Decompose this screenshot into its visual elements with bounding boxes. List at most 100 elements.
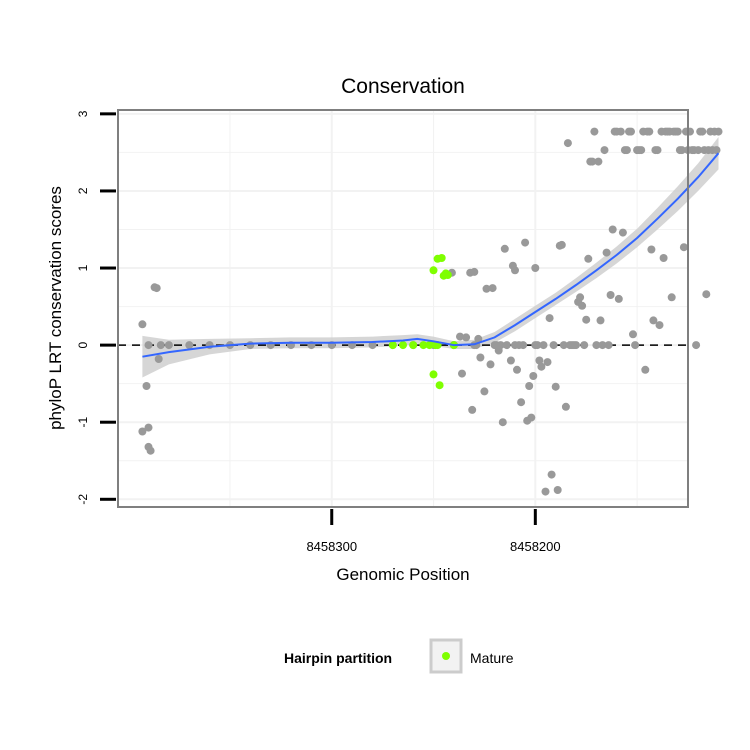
data-point <box>641 365 650 374</box>
data-point <box>584 254 593 263</box>
mature-point <box>419 341 428 350</box>
y-tick-label: 0 <box>76 341 90 348</box>
data-point <box>649 316 658 325</box>
data-point <box>631 341 640 350</box>
data-point <box>659 254 668 262</box>
smooth-curve <box>142 152 720 358</box>
data-point <box>702 290 711 299</box>
data-point <box>502 341 511 350</box>
y-tick-label: -1 <box>76 417 90 428</box>
data-point <box>488 284 497 293</box>
x-axis-label: Genomic Position <box>336 565 469 584</box>
data-point <box>549 341 558 350</box>
data-point <box>529 372 538 380</box>
mature-point <box>437 254 446 262</box>
y-axis-label: phyloP LRT conservation scores <box>46 186 65 430</box>
data-point <box>525 382 534 390</box>
plot-panel <box>117 109 723 508</box>
data-point <box>164 341 173 350</box>
data-point <box>596 316 605 325</box>
data-point <box>616 127 625 136</box>
data-point <box>557 240 566 249</box>
data-point <box>541 487 550 496</box>
data-point <box>712 146 721 155</box>
data-point <box>144 423 153 432</box>
data-point <box>645 127 654 136</box>
data-point <box>496 341 505 350</box>
data-point <box>692 341 701 350</box>
mature-point <box>425 341 434 350</box>
mature-point <box>409 341 418 350</box>
data-point <box>679 243 688 252</box>
mature-point <box>388 341 397 350</box>
y-axis: -2 -1 0 1 2 3 <box>76 110 116 505</box>
data-point <box>694 146 703 155</box>
data-point <box>543 358 552 367</box>
data-point <box>138 427 147 436</box>
data-point <box>480 387 489 396</box>
mature-point <box>443 271 452 279</box>
data-point <box>498 418 507 427</box>
data-point <box>474 334 483 343</box>
data-point <box>598 341 607 350</box>
data-point <box>608 225 617 234</box>
data-point <box>468 405 477 414</box>
data-point <box>563 139 572 148</box>
mature-point <box>429 266 438 275</box>
data-point <box>637 146 646 155</box>
data-point <box>547 470 556 479</box>
legend-mature-point <box>442 652 450 660</box>
data-point <box>470 267 479 276</box>
data-point <box>500 244 509 253</box>
mature-point <box>399 341 407 350</box>
data-point <box>545 314 554 323</box>
legend-entry-mature: Mature <box>470 650 514 666</box>
data-point <box>602 248 611 257</box>
data-point <box>521 238 530 247</box>
smooth-line <box>142 152 720 358</box>
mature-point <box>435 381 444 390</box>
data-point <box>537 362 546 371</box>
y-tick-label: -2 <box>76 494 90 505</box>
data-point <box>553 486 562 494</box>
data-point <box>622 146 631 155</box>
data-point <box>580 341 589 350</box>
data-point <box>572 341 580 350</box>
legend: Hairpin partition Mature <box>284 638 514 674</box>
data-point <box>517 398 526 407</box>
data-point <box>535 356 544 365</box>
x-axis: 8458300 8458200 <box>306 509 561 554</box>
data-point <box>655 321 664 330</box>
data-point <box>462 333 471 342</box>
data-point <box>513 365 521 374</box>
mature-point <box>429 370 438 379</box>
data-point <box>152 284 161 293</box>
data-point <box>714 127 723 136</box>
data-point <box>531 264 540 272</box>
y-tick-label: 3 <box>76 110 90 117</box>
data-point <box>576 293 585 302</box>
data-point <box>667 293 676 302</box>
data-point <box>614 294 623 303</box>
data-point <box>511 266 519 275</box>
legend-title: Hairpin partition <box>284 650 392 666</box>
confidence-band <box>142 137 719 378</box>
data-point <box>482 284 491 293</box>
data-point <box>600 146 609 155</box>
y-tick-label: 2 <box>76 187 90 194</box>
panel-border <box>117 109 689 508</box>
data-point <box>677 146 686 155</box>
panel-background <box>118 110 688 507</box>
y-tick-label: 1 <box>76 264 90 271</box>
data-points <box>138 127 723 496</box>
data-point <box>588 157 597 166</box>
data-point <box>618 228 627 237</box>
data-point <box>606 291 615 299</box>
data-point <box>629 330 637 339</box>
data-point <box>592 341 601 350</box>
data-point <box>506 356 515 365</box>
data-point <box>551 382 560 391</box>
data-point <box>561 402 570 411</box>
data-point <box>519 341 528 350</box>
data-point <box>456 332 464 341</box>
